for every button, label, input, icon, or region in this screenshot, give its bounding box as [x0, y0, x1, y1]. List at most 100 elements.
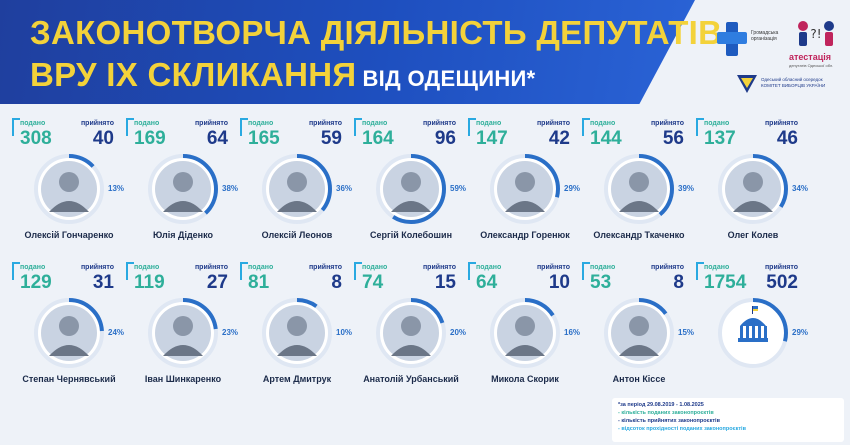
person-photo-icon	[41, 161, 97, 217]
parliament-icon	[738, 306, 768, 342]
person-photo-icon	[383, 161, 439, 217]
submitted-count: 81	[248, 272, 270, 293]
ring-share	[376, 154, 446, 224]
accepted-label: прийнято	[308, 264, 342, 271]
card-bracket	[468, 262, 476, 280]
submitted-count: 308	[20, 128, 52, 149]
ring-share	[604, 298, 674, 368]
submitted-label: подано	[20, 264, 46, 271]
submitted-count: 1754	[704, 272, 747, 293]
ring-share	[148, 154, 218, 224]
page-title: ЗАКОНОТВОРЧА ДІЯЛЬНІСТЬ ДЕПУТАТІВ	[30, 14, 723, 51]
card-bracket	[354, 118, 362, 136]
footnote-accepted: - кількість прийнятих законопроєктів	[618, 418, 720, 424]
deputy-name: Олег Колев	[727, 230, 779, 240]
ring-share	[34, 154, 104, 224]
accepted-count: 40	[92, 128, 114, 149]
submitted-label: подано	[248, 120, 274, 127]
accepted-count: 8	[331, 272, 342, 293]
pass-rate-ring	[604, 298, 674, 368]
submitted-count: 164	[362, 128, 394, 149]
ring-share	[718, 154, 788, 224]
person-photo-icon	[497, 161, 553, 217]
deputy-name: Сергій Колебошин	[369, 230, 453, 240]
deputy-card: подано прийнято 81 8 10% Артем Дмитрук	[240, 262, 353, 387]
deputy-name: Олексій Леонов	[261, 230, 333, 240]
submitted-count: 147	[476, 128, 508, 149]
deputy-card: подано прийнято 308 40 13% Олексій Гончаренко	[12, 118, 124, 243]
pass-rate-percent: 39%	[678, 184, 695, 193]
ring-share	[718, 298, 788, 368]
accepted-count: 96	[434, 128, 456, 149]
accepted-label: прийнято	[536, 264, 570, 271]
deputy-name: Артем Дмитрук	[262, 374, 332, 384]
pass-rate-percent: 29%	[564, 184, 581, 193]
footnote-percent: - відсоток прохідності поданих законопро…	[618, 426, 746, 432]
submitted-label: подано	[590, 120, 616, 127]
accepted-label: прийнято	[194, 120, 228, 127]
submitted-label: подано	[362, 120, 388, 127]
submitted-count: 74	[362, 272, 384, 293]
attestation-logo-text: атестація	[789, 52, 832, 62]
submitted-count: 144	[590, 128, 622, 149]
card-bracket	[240, 118, 248, 136]
ring-share	[262, 154, 332, 224]
deputy-card: подано прийнято 53 8 15% Антон Кіссе	[582, 262, 695, 387]
page-subtitle: ВРУ IX СКЛИКАННЯ ВІД ОДЕЩИНИ*	[30, 56, 536, 94]
header-banner	[0, 0, 695, 104]
accepted-label: прийнято	[194, 264, 228, 271]
pass-rate-percent: 59%	[450, 184, 467, 193]
deputy-name: Юлія Діденко	[153, 230, 213, 240]
accepted-count: 8	[673, 272, 684, 293]
pass-rate-percent: 10%	[336, 328, 353, 337]
pass-rate-ring	[604, 154, 674, 224]
pass-rate-percent: 29%	[792, 328, 809, 337]
footnote-period: *за період 29.08.2019 - 1.08.2025	[618, 402, 704, 408]
submitted-label: подано	[20, 120, 46, 127]
deputy-card: подано прийнято 165 59 36% Олексій Леонов	[240, 118, 353, 243]
card-bracket	[354, 262, 362, 280]
ring-share	[604, 154, 674, 224]
ring-share	[490, 298, 560, 368]
pass-rate-ring	[376, 298, 446, 368]
pass-rate-ring	[490, 298, 560, 368]
card-bracket	[12, 262, 20, 280]
person-photo-icon	[41, 305, 97, 361]
person-photo-icon	[725, 161, 781, 217]
deputy-name: Степан Чернявський	[22, 374, 116, 384]
pass-rate-percent: 15%	[678, 328, 695, 337]
pass-rate-percent: 24%	[108, 328, 125, 337]
accepted-label: прийнято	[650, 264, 684, 271]
deputy-card: подано прийнято 164 96 59% Сергій Колебошин	[354, 118, 467, 243]
card-bracket	[582, 118, 590, 136]
ring-share	[34, 298, 104, 368]
person-photo-icon	[269, 161, 325, 217]
submitted-label: подано	[362, 264, 388, 271]
subtitle-small: ВІД ОДЕЩИНИ*	[362, 66, 536, 91]
pass-rate-percent: 20%	[450, 328, 467, 337]
deputy-card: подано прийнято 144 56 39% Олександр Ткаченко	[582, 118, 695, 243]
ring-share	[262, 298, 332, 368]
pass-rate-percent: 36%	[336, 184, 353, 193]
pass-rate-percent: 34%	[792, 184, 809, 193]
person-photo-icon	[611, 161, 667, 217]
person-photo-icon	[497, 305, 553, 361]
deputy-name: Антон Кіссе	[612, 374, 666, 384]
accepted-label: прийнято	[536, 120, 570, 127]
submitted-label: подано	[134, 120, 160, 127]
submitted-count: 64	[476, 272, 498, 293]
pass-rate-ring	[148, 298, 218, 368]
accepted-label: прийнято	[764, 264, 798, 271]
deputy-card: подано прийнято 137 46 34% Олег Колев	[696, 118, 809, 243]
deputy-card: подано прийнято 74 15 20% Анатолій Урбанський	[354, 262, 467, 387]
deputy-card: подано прийнято 119 27 23% Іван Шинкаренко	[126, 262, 238, 387]
accepted-count: 10	[548, 272, 570, 293]
pass-rate-ring	[718, 298, 788, 368]
total-card: подано прийнято 1754 502 29%	[696, 262, 809, 387]
accepted-label: прийнято	[422, 264, 456, 271]
accepted-count: 31	[92, 272, 114, 293]
pass-rate-ring	[376, 154, 446, 224]
card-bracket	[126, 118, 134, 136]
subtitle-main: ВРУ IX СКЛИКАННЯ	[30, 56, 357, 93]
attestation-logo-sub: депутатів Одеської обл.	[789, 63, 834, 68]
